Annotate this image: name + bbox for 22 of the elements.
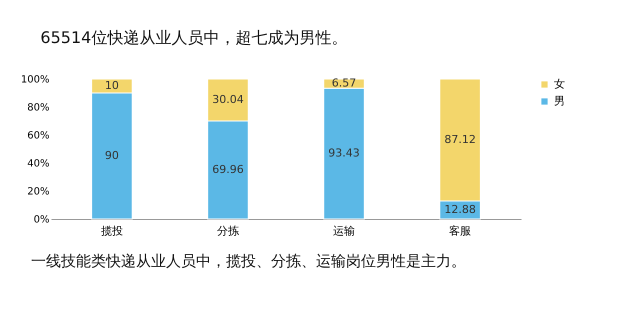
legend-label: 女: [554, 78, 565, 90]
data-label: 93.43: [328, 146, 360, 160]
data-label: 87.12: [444, 132, 476, 146]
x-tick-label: 运输: [333, 224, 356, 238]
y-tick-label: 40%: [27, 158, 50, 170]
data-label: 30.04: [212, 93, 244, 106]
y-tick-label: 20%: [27, 186, 50, 198]
y-tick-label: 100%: [20, 74, 50, 86]
x-tick-label: 分拣: [216, 224, 239, 238]
y-tick-label: 60%: [27, 130, 50, 142]
data-label: 69.96: [212, 163, 244, 176]
data-label: 6.57: [332, 76, 356, 90]
chart-title: 65514位快递从业人员中，超七成为男性。: [40, 28, 348, 47]
y-tick-label: 80%: [27, 102, 50, 114]
data-label: 10: [104, 79, 119, 92]
y-tick-label: 0%: [34, 214, 50, 226]
data-label: 12.88: [444, 202, 476, 216]
legend-label: 男: [554, 94, 565, 108]
data-label: 90: [104, 149, 119, 162]
x-tick-label: 客服: [449, 224, 472, 238]
x-tick-label: 揽投: [100, 224, 123, 238]
text: 一线技能类快递从业人员中，揽投、分拣、运输岗位男性是主力。: [31, 252, 466, 270]
